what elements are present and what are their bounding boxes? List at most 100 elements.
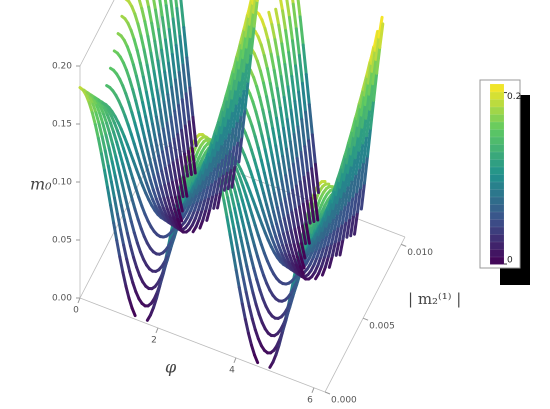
surface-curve [267, 228, 274, 240]
surface-curve [365, 107, 372, 138]
surface-curve [160, 150, 168, 170]
colorbar-tick-label: 0.2 [507, 92, 521, 102]
surface-curve [283, 62, 290, 89]
surface-curve [275, 222, 282, 237]
surface-curve [288, 140, 295, 166]
surface-curve [234, 177, 241, 191]
surface-curve [150, 144, 157, 163]
surface-curve [93, 122, 100, 140]
surface-curve [129, 28, 136, 41]
surface-curve [287, 15, 295, 43]
surface-curve [249, 232, 256, 248]
surface-curve [269, 177, 276, 195]
surface-curve [154, 8, 161, 31]
surface-curve [348, 129, 355, 148]
surface-curve [140, 7, 147, 23]
surface-curve [218, 156, 225, 178]
surface-curve [119, 203, 126, 222]
surface-curve [259, 180, 266, 195]
surface-curve [265, 95, 272, 114]
surface-curve [289, 108, 296, 136]
z-tick-label: 0.10 [52, 178, 72, 188]
surface-curve [238, 69, 246, 98]
surface-curve [186, 149, 193, 177]
surface-curve [233, 58, 240, 81]
surface-curve [352, 117, 359, 138]
surface-curve [118, 137, 126, 151]
surface-curve [144, 115, 151, 134]
surface-curve [128, 53, 135, 67]
surface-curve [251, 0, 255, 5]
surface-curve [245, 265, 252, 282]
surface-curve [321, 224, 328, 240]
surface-curve [356, 186, 363, 214]
surface-curve [252, 75, 259, 88]
surface-curve [232, 119, 239, 147]
surface-curve [193, 199, 200, 212]
surface-curve [358, 141, 365, 170]
surface-curve [155, 282, 162, 294]
surface-curve [127, 296, 134, 310]
surface-curve [205, 153, 212, 169]
surface-curve [237, 134, 244, 164]
surface-curve [258, 95, 265, 112]
surface-curve [278, 106, 285, 130]
surface-curve [339, 178, 346, 199]
surface-curve [145, 63, 152, 84]
surface-curve [253, 328, 260, 341]
surface-curve [310, 133, 317, 166]
surface-curve [360, 103, 367, 129]
surface-curve [230, 163, 237, 189]
surface-curve [286, 213, 293, 233]
colorbar-band [489, 106, 505, 115]
surface-curve [225, 130, 232, 155]
surface-curve [302, 175, 309, 203]
surface-curve [158, 197, 165, 210]
surface-curve [240, 198, 247, 213]
surface-curve [362, 134, 369, 164]
surface-curve [222, 97, 230, 118]
surface-curve [183, 124, 190, 153]
surface-curve [325, 220, 332, 237]
surface-curve [333, 211, 340, 231]
surface-curve [195, 182, 202, 196]
surface-curve [307, 139, 314, 171]
surface-curve [221, 136, 228, 160]
surface-curve [288, 168, 295, 192]
surface-curve [229, 125, 236, 151]
surface-curve [170, 196, 177, 212]
surface-curve [278, 233, 285, 248]
surface-curve [234, 268, 241, 289]
surface-curve [112, 130, 119, 144]
surface-curve [160, 169, 167, 187]
surface-curve [136, 133, 143, 148]
surface-curve [236, 221, 243, 240]
surface-curve [87, 101, 94, 114]
y-tick-label: 0.010 [407, 248, 433, 258]
surface-curve [160, 48, 167, 74]
surface-curve [90, 110, 97, 126]
colorbar-band [489, 136, 505, 145]
surface-curve [169, 0, 175, 21]
surface-curve [134, 186, 141, 200]
surface-curve [167, 61, 174, 89]
surface-curve [124, 174, 131, 189]
surface-curve [136, 22, 143, 38]
surface-curve [232, 227, 239, 247]
surface-curve [346, 163, 354, 187]
surface-curve [272, 68, 279, 90]
colorbar-band [489, 211, 505, 220]
surface-curve [306, 171, 313, 200]
surface-curve [259, 43, 266, 57]
surface-curve [245, 22, 252, 49]
surface-curve [343, 183, 350, 207]
surface-curve [226, 166, 233, 191]
surface-curve [222, 151, 229, 175]
surface-curve [132, 37, 139, 52]
surface-curve [234, 66, 241, 91]
surface-curve [281, 232, 289, 247]
surface-curve [212, 191, 219, 210]
surface-curve [300, 117, 307, 149]
surface-curve [124, 92, 131, 105]
surface-curve [283, 197, 290, 217]
